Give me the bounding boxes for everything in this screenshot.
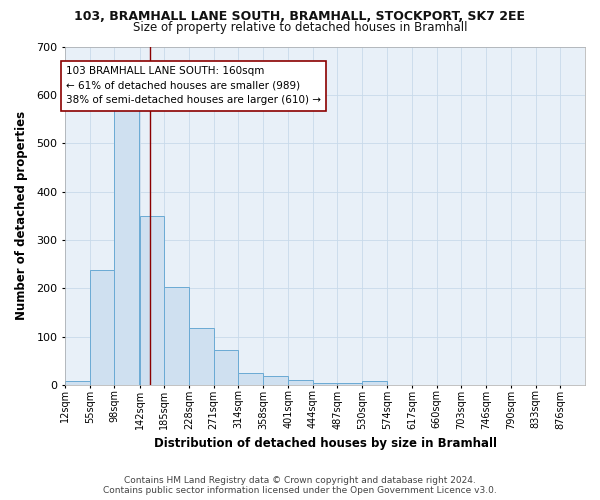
Bar bbox=[65, 382, 90, 385]
Bar bbox=[140, 216, 164, 385]
Bar bbox=[90, 270, 115, 385]
Bar bbox=[189, 328, 214, 385]
Text: Size of property relative to detached houses in Bramhall: Size of property relative to detached ho… bbox=[133, 21, 467, 34]
Bar bbox=[238, 373, 263, 385]
Bar bbox=[214, 350, 238, 385]
Bar bbox=[164, 288, 189, 385]
Bar bbox=[288, 380, 313, 385]
Y-axis label: Number of detached properties: Number of detached properties bbox=[15, 112, 28, 320]
Bar bbox=[362, 381, 386, 385]
Text: 103, BRAMHALL LANE SOUTH, BRAMHALL, STOCKPORT, SK7 2EE: 103, BRAMHALL LANE SOUTH, BRAMHALL, STOC… bbox=[74, 10, 526, 23]
Text: Contains HM Land Registry data © Crown copyright and database right 2024.: Contains HM Land Registry data © Crown c… bbox=[124, 476, 476, 485]
X-axis label: Distribution of detached houses by size in Bramhall: Distribution of detached houses by size … bbox=[154, 437, 497, 450]
Bar bbox=[337, 383, 362, 385]
Bar bbox=[263, 376, 288, 385]
Bar bbox=[313, 382, 337, 385]
Text: Contains public sector information licensed under the Open Government Licence v3: Contains public sector information licen… bbox=[103, 486, 497, 495]
Text: 103 BRAMHALL LANE SOUTH: 160sqm
← 61% of detached houses are smaller (989)
38% o: 103 BRAMHALL LANE SOUTH: 160sqm ← 61% of… bbox=[66, 66, 321, 106]
Bar bbox=[115, 90, 139, 385]
